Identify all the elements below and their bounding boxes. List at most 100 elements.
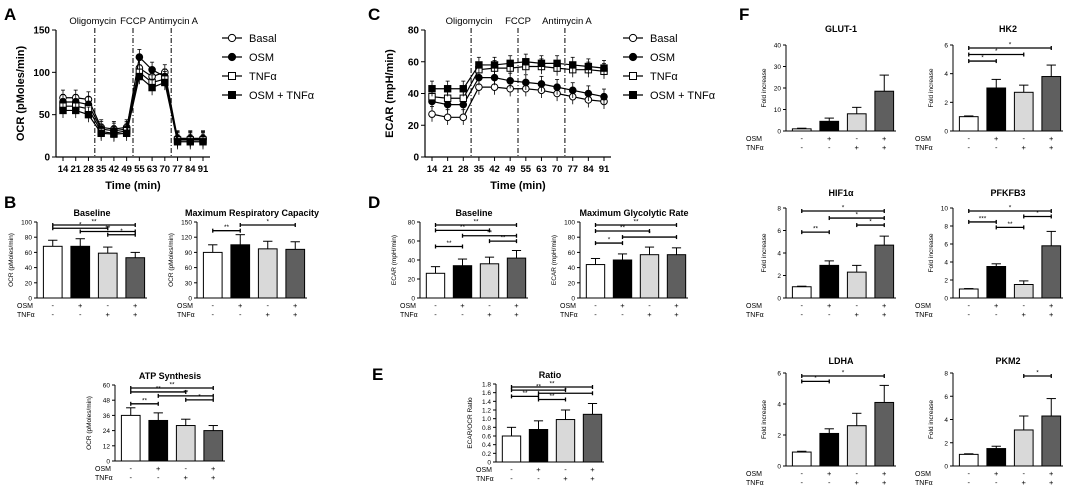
chart-a: 0 50 100 150 14 21 28 35 42 49 55 63 70 77 84 91 Time (m… bbox=[15, 16, 315, 192]
osm-sign: + bbox=[156, 464, 161, 473]
y-tick-label: 50 bbox=[39, 110, 51, 121]
tnf-sign: - bbox=[594, 310, 597, 319]
y-tick-label: 40 bbox=[25, 265, 33, 272]
chart-title: LDHA bbox=[829, 356, 854, 366]
row-label-osm: OSM bbox=[17, 303, 33, 310]
bar-2 bbox=[612, 259, 633, 299]
y-axis-label: ECAR (mpH/min) bbox=[551, 235, 558, 285]
significance-label: ** bbox=[522, 390, 528, 397]
row-label-tnf: TNFα bbox=[746, 480, 764, 487]
y-tick-label: 30 bbox=[774, 64, 782, 71]
significance-label: ** bbox=[1007, 221, 1013, 228]
tnf-sign: - bbox=[130, 473, 133, 482]
tnf-sign: - bbox=[995, 143, 998, 152]
y-axis-label: Fold increase bbox=[761, 400, 768, 439]
y-tick-label: 48 bbox=[103, 398, 111, 405]
x-tick-label: 84 bbox=[583, 164, 594, 175]
osm-sign: - bbox=[185, 464, 188, 473]
data-point bbox=[443, 113, 452, 122]
row-label-osm: OSM bbox=[746, 136, 762, 143]
osm-sign: - bbox=[856, 134, 859, 143]
tnf-sign: + bbox=[855, 143, 860, 152]
legend-marker bbox=[228, 72, 236, 80]
tnf-sign: + bbox=[882, 310, 887, 319]
osm-sign: + bbox=[211, 464, 216, 473]
row-label-osm: OSM bbox=[915, 471, 931, 478]
tnf-sign: + bbox=[1049, 478, 1054, 487]
significance-label: ** bbox=[169, 382, 175, 389]
bar-4 bbox=[285, 248, 306, 299]
y-tick-label: 80 bbox=[568, 235, 576, 242]
tnf-sign: - bbox=[537, 474, 540, 483]
row-label-osm: OSM bbox=[400, 303, 416, 310]
osm-sign: - bbox=[968, 469, 971, 478]
bar-4 bbox=[874, 244, 895, 299]
row-label-osm: OSM bbox=[746, 303, 762, 310]
row-label-osm: OSM bbox=[560, 303, 576, 310]
bar-1 bbox=[42, 245, 63, 299]
chart-title: Maximum Respiratory Capacity bbox=[185, 208, 319, 218]
y-tick-label: 1.8 bbox=[482, 382, 491, 389]
bar-1 bbox=[585, 264, 606, 299]
tnf-sign: + bbox=[674, 310, 679, 319]
x-tick-label: 28 bbox=[458, 164, 469, 175]
tnf-sign: - bbox=[801, 310, 804, 319]
data-point bbox=[148, 83, 156, 92]
tnf-sign: - bbox=[828, 478, 831, 487]
tnf-sign: + bbox=[266, 310, 271, 319]
chart-title: Baseline bbox=[73, 208, 110, 218]
y-tick-label: 30 bbox=[185, 280, 193, 287]
y-axis-label: Fold increase bbox=[761, 233, 768, 272]
bar-3 bbox=[479, 263, 500, 299]
osm-sign: - bbox=[648, 301, 651, 310]
y-tick-label: 6 bbox=[944, 43, 948, 50]
y-tick-label: 60 bbox=[25, 250, 33, 257]
significance-label: * bbox=[855, 212, 858, 219]
y-tick-label: 0 bbox=[413, 153, 419, 164]
x-tick-label: 42 bbox=[489, 164, 500, 175]
osm-sign: + bbox=[293, 301, 298, 310]
osm-sign: - bbox=[968, 134, 971, 143]
data-point bbox=[459, 113, 468, 122]
osm-sign: + bbox=[1049, 134, 1054, 143]
x-tick-label: 55 bbox=[134, 164, 145, 175]
significance-label: ** bbox=[549, 393, 555, 400]
y-tick-label: 0 bbox=[487, 460, 491, 467]
bar-2 bbox=[148, 419, 169, 462]
x-axis-label: Time (min) bbox=[105, 180, 161, 192]
osm-sign: + bbox=[674, 301, 679, 310]
panel-letter-a: A bbox=[4, 5, 16, 24]
row-label-tnf: TNFα bbox=[560, 312, 578, 319]
data-point bbox=[59, 106, 67, 115]
bar-2 bbox=[986, 87, 1007, 132]
data-point bbox=[537, 80, 546, 88]
x-tick-label: 49 bbox=[505, 164, 516, 175]
series-3 bbox=[428, 53, 608, 97]
bar-1 bbox=[791, 451, 812, 467]
osm-sign: - bbox=[801, 301, 804, 310]
significance-label: *** bbox=[979, 215, 987, 222]
data-point bbox=[161, 78, 169, 87]
bar-2 bbox=[528, 429, 549, 463]
data-point bbox=[475, 61, 483, 69]
bar-1 bbox=[120, 414, 141, 462]
y-tick-label: 1.0 bbox=[482, 416, 491, 423]
y-axis-label: ECAR (mpH/min) bbox=[391, 235, 398, 285]
chart-c: 0 20 40 60 80 14 21 28 35 42 49 55 63 70 77 84 91 Time (m… bbox=[384, 16, 716, 192]
y-tick-label: 0.4 bbox=[482, 442, 491, 449]
bar-3 bbox=[97, 252, 118, 299]
significance-label: * bbox=[79, 222, 82, 229]
y-tick-label: 6 bbox=[777, 228, 781, 235]
legend-entry: OSM bbox=[222, 52, 274, 64]
osm-sign: + bbox=[133, 301, 138, 310]
data-point bbox=[173, 138, 182, 146]
chart-e: Ratio 0 0.2 0.40.6 0.8 1.01.2 1.4 1.61.8 ECAR/OC… bbox=[467, 370, 604, 483]
chart-title: Maximum Glycolytic Rate bbox=[579, 208, 688, 218]
data-point bbox=[135, 72, 144, 81]
osm-sign: - bbox=[434, 301, 437, 310]
significance-label: ** bbox=[813, 226, 819, 233]
